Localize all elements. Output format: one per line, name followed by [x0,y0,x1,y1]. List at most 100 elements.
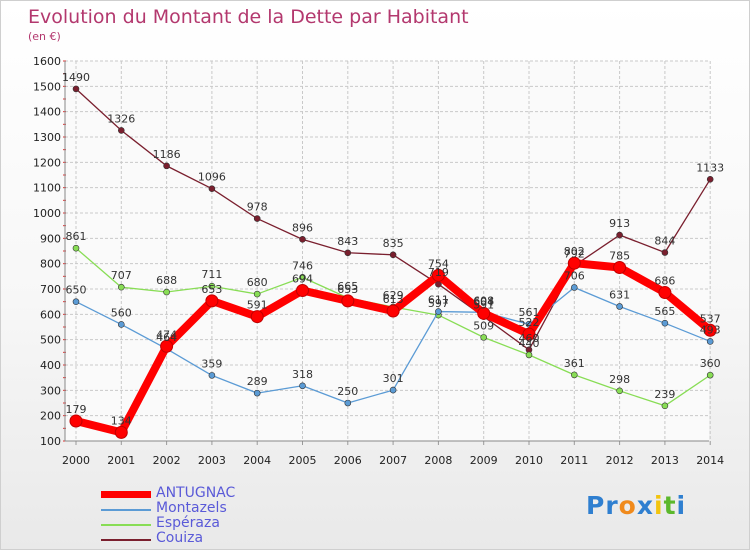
y-tick-label: 1600 [33,55,61,68]
x-tick-label: 2008 [424,454,452,467]
y-tick-label: 1300 [33,131,61,144]
y-tick-label: 1400 [33,106,61,119]
data-point-montazels [661,319,669,327]
data-label: 653 [337,283,358,296]
data-label: 318 [292,368,313,381]
data-label: 561 [519,306,540,319]
data-point-antugnac [703,323,717,337]
x-tick-label: 2000 [62,454,90,467]
data-label: 597 [428,297,449,310]
y-tick-label: 900 [40,232,61,245]
data-point-antugnac [567,256,581,270]
data-point-esp-raza [661,402,669,410]
data-point-montazels [389,386,397,394]
data-label: 785 [609,249,630,262]
data-label: 537 [700,312,721,325]
data-label: 1490 [62,71,90,84]
data-label: 680 [247,276,268,289]
x-tick-label: 2010 [515,454,543,467]
data-label: 179 [66,403,87,416]
y-tick-label: 400 [40,359,61,372]
data-label: 359 [201,357,222,370]
data-point-esp-raza [616,387,623,395]
data-label: 707 [111,269,132,282]
data-label: 591 [247,299,268,312]
data-label: 474 [156,328,177,341]
data-label: 460 [519,332,540,345]
data-point-antugnac [160,339,174,353]
x-tick-label: 2005 [289,454,317,467]
legend-swatch [101,508,151,511]
data-label: 613 [383,293,404,306]
data-point-couiza [118,127,125,134]
data-point-couiza [72,85,80,93]
y-tick-label: 1200 [33,156,61,169]
data-point-esp-raza [163,288,170,296]
data-label: 298 [609,373,630,386]
data-point-esp-raza [118,283,125,291]
data-point-montazels [208,372,216,379]
data-point-antugnac [431,268,445,282]
data-label: 493 [700,323,721,336]
data-label: 686 [654,275,675,288]
y-tick-label: 100 [40,435,61,448]
data-point-antugnac [205,294,219,308]
x-tick-label: 2003 [198,454,226,467]
data-point-esp-raza [570,371,578,379]
data-label: 1096 [198,171,226,184]
x-tick-label: 2011 [560,454,588,467]
data-point-couiza [163,162,170,170]
data-point-couiza [389,251,397,259]
data-point-antugnac [522,327,536,341]
data-point-esp-raza [525,351,533,359]
logo-letter: i [654,491,664,520]
data-point-montazels [570,284,578,291]
data-point-antugnac [386,304,400,318]
legend-item: Montazels [101,500,301,517]
data-point-montazels [706,338,714,345]
data-point-antugnac [250,310,264,324]
x-tick-label: 2014 [696,454,724,467]
data-point-montazels [435,308,442,315]
data-label: 565 [654,305,675,318]
y-tick-label: 300 [40,384,61,397]
legend-item: ANTUGNAC [101,485,301,502]
legend-label: Montazels [156,500,227,516]
legend-item: Couiza [101,530,301,547]
data-label: 289 [247,375,268,388]
data-point-montazels [72,298,80,305]
y-tick-label: 800 [40,258,61,271]
data-point-antugnac [114,425,128,439]
data-point-couiza [299,236,306,243]
data-label: 1133 [696,161,724,174]
proxiti-logo: Proxiti [586,491,686,520]
data-point-couiza [706,176,714,183]
data-point-montazels [616,303,623,310]
data-label: 650 [66,284,87,297]
legend-swatch [101,538,151,541]
data-label: 665 [337,280,358,293]
data-point-antugnac [613,260,627,274]
x-tick-label: 2012 [606,454,634,467]
data-label: 719 [428,266,449,279]
data-label: 134 [111,414,132,427]
data-label: 611 [428,294,449,307]
data-label: 591 [473,299,494,312]
data-label: 896 [292,221,313,234]
data-label: 653 [201,283,222,296]
logo-letter: x [636,491,654,520]
data-label: 629 [383,289,404,302]
y-tick-label: 1100 [33,182,61,195]
data-label: 746 [292,259,313,272]
data-point-esp-raza [706,371,714,379]
data-label: 835 [383,237,404,250]
logo-letter: i [676,491,687,520]
x-tick-label: 2004 [243,454,271,467]
data-point-antugnac [296,284,309,298]
data-label: 440 [519,337,540,350]
data-label: 754 [428,257,449,270]
x-tick-label: 2007 [379,454,407,467]
legend-label: ANTUGNAC [156,485,236,501]
data-point-couiza [253,215,261,222]
